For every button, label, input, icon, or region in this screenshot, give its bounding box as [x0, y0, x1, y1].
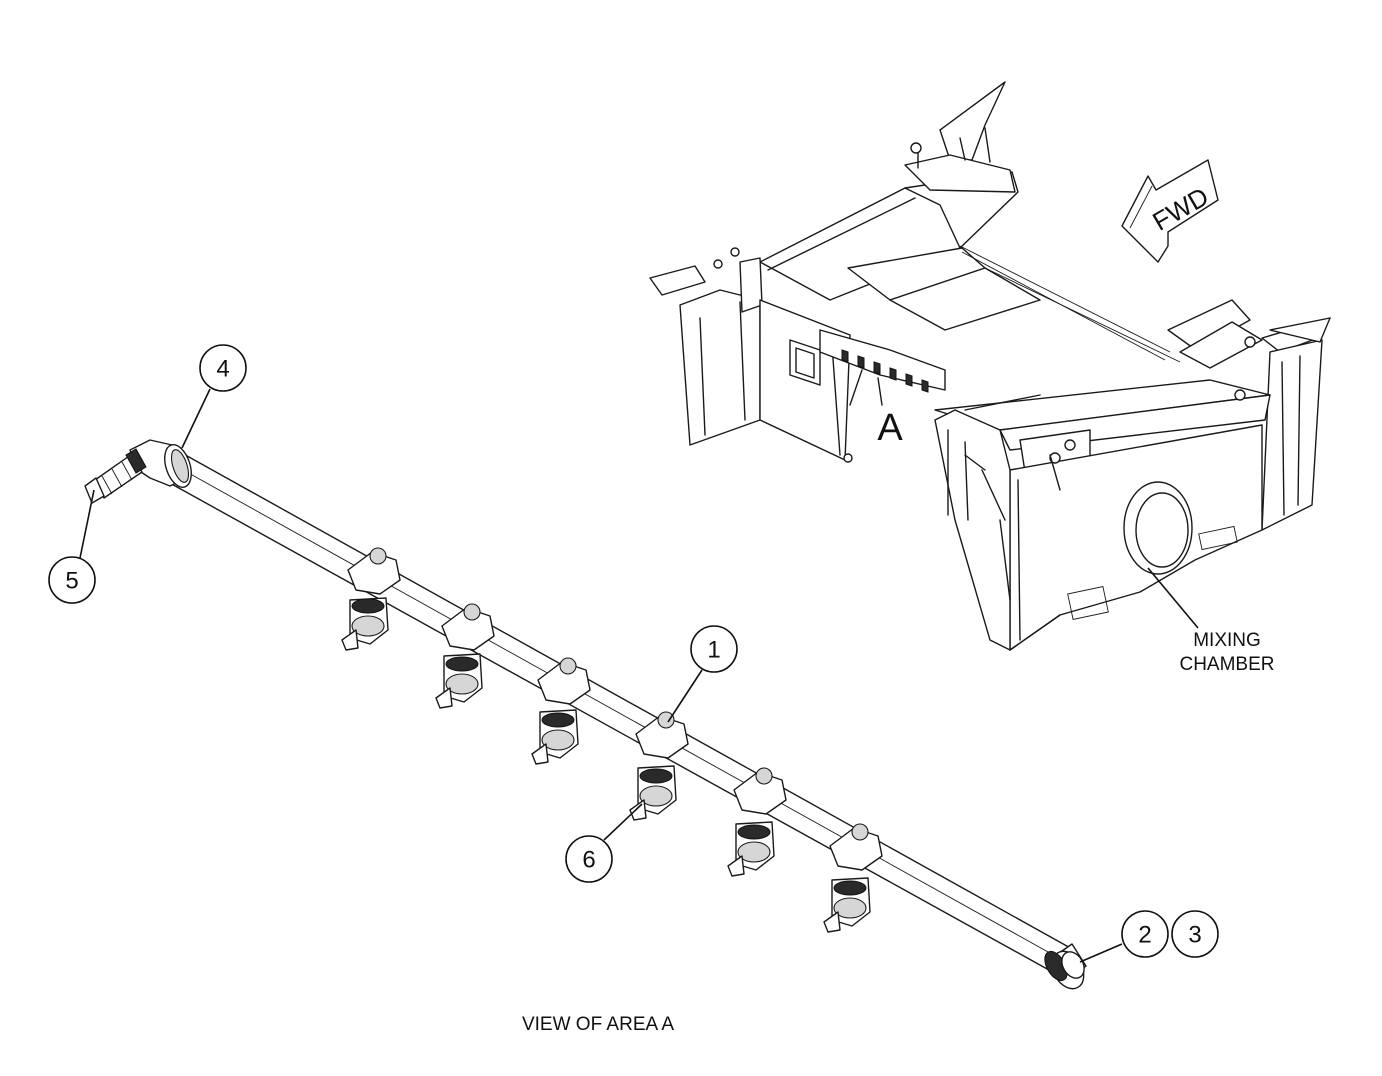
frame-nozzle-row [841, 349, 929, 393]
elbow-fitting [84, 439, 192, 504]
mixing-chamber-line1: MIXING [1193, 630, 1261, 651]
nozzle-6 [823, 823, 883, 933]
machine-assembly [649, 81, 1331, 651]
callout-5-number: 5 [65, 568, 78, 595]
callout-4-number: 4 [216, 356, 229, 383]
callout-1: 1 [667, 625, 738, 723]
end-cap [1044, 943, 1087, 990]
mixing-chamber-line2: CHAMBER [1179, 654, 1274, 675]
nozzle-3 [531, 657, 591, 765]
callout-3-number: 3 [1188, 922, 1201, 949]
callout-2: 2 [1079, 910, 1169, 963]
area-a-letter: A [877, 407, 903, 449]
callout-1-number: 1 [707, 637, 720, 664]
mixing-chamber-label: MIXING CHAMBER [1147, 567, 1275, 675]
callout-6: 6 [565, 803, 643, 883]
callout-5: 5 [48, 489, 96, 604]
callout-6-number: 6 [582, 847, 595, 874]
fwd-arrow: FWD [1121, 159, 1219, 263]
callout-4: 4 [181, 344, 247, 449]
area-a-marker: A [849, 369, 903, 449]
callout-2-number: 2 [1138, 922, 1151, 949]
nozzle-1 [341, 547, 401, 651]
nozzle-5 [727, 767, 787, 877]
callout-3: 3 [1171, 910, 1219, 958]
spray-bar-assembly [84, 439, 1087, 990]
view-caption: VIEW OF AREA A [522, 1014, 674, 1035]
nozzle-2 [435, 603, 495, 709]
